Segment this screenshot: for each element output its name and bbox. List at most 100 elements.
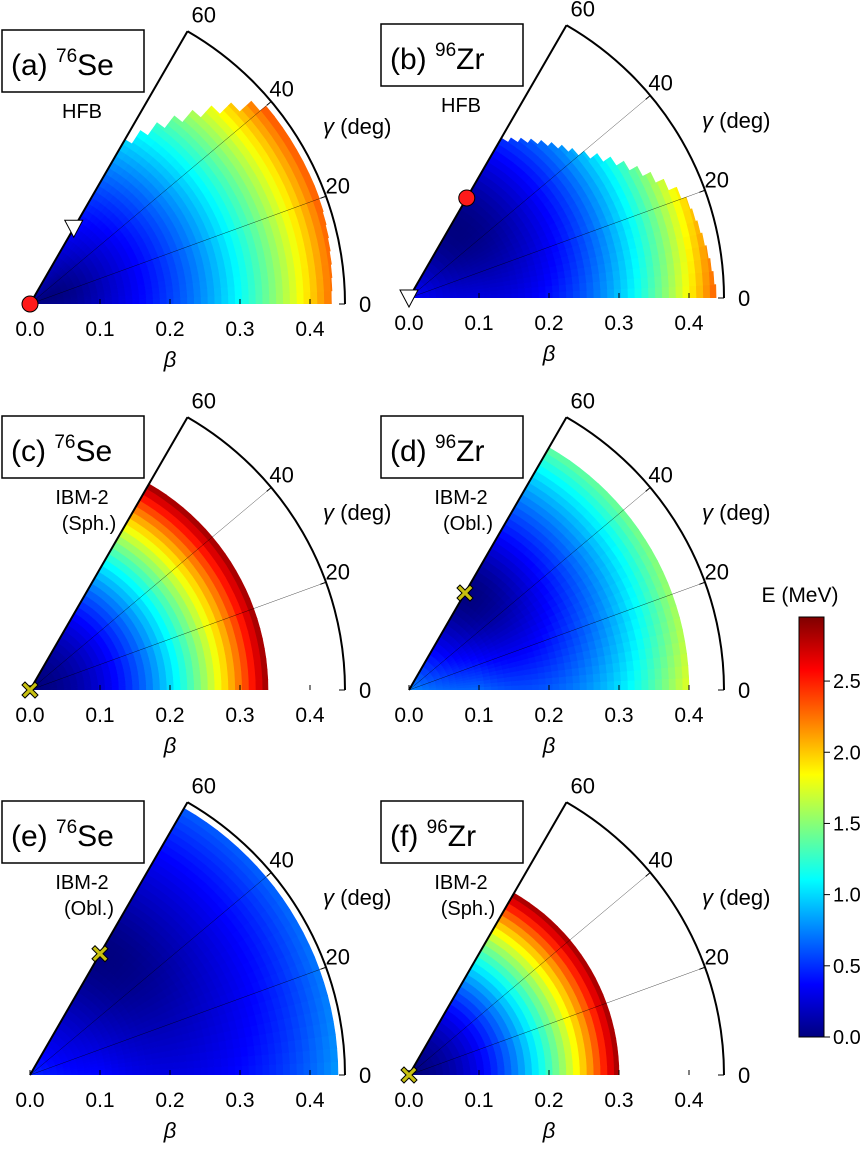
- panel-a-xtick-label: 0.3: [225, 318, 254, 341]
- panel-a: 0.0 0.1 0.2 0.3 0.4 β 0 20 40 60 γ (deg) (a) 76Se HF…: [1, 2, 391, 372]
- panel-c-title: (c) 76Se: [1, 415, 145, 479]
- panel-d-method-label: IBM-2: [434, 487, 487, 509]
- panel-c-gamma-tick-label: 20: [326, 560, 350, 585]
- panel-c-xtick-label: 0.3: [225, 704, 254, 727]
- panel-f-gamma-tick: [563, 801, 567, 808]
- panel-d-energy-surface: [409, 447, 690, 690]
- panel-a-xtick-label: 0.2: [155, 318, 184, 341]
- panel-c-xtick-label: 0.2: [155, 704, 184, 727]
- panel-f-method-label: IBM-2: [434, 872, 487, 894]
- panel-f-xlabel: β: [542, 1118, 556, 1143]
- panel-b-xtick-label: 0.0: [394, 312, 423, 335]
- panel-b-gamma-tick: [563, 24, 567, 31]
- svg-text:(b) 96Zr: (b) 96Zr: [390, 40, 484, 76]
- panel-e-xtick-label: 0.2: [155, 1089, 184, 1112]
- panel-e-gamma-tick: [266, 872, 272, 877]
- panel-d-xtick-label: 0.1: [464, 704, 493, 727]
- panel-f-gamma-tick: [645, 872, 651, 877]
- panel-f-xtick-label: 0.2: [534, 1089, 563, 1112]
- panel-c-gamma-tick: [266, 487, 272, 492]
- panel-e-method-label: (Obl.): [64, 898, 114, 920]
- panel-e-xtick-label: 0.0: [15, 1089, 44, 1112]
- panel-f-method-label: (Sph.): [441, 898, 495, 920]
- panel-f-energy-surface: [409, 892, 620, 1075]
- panel-c-xlabel: β: [163, 733, 177, 758]
- panel-a-gridline: [29, 101, 272, 305]
- panel-f-xtick-label: 0.3: [604, 1089, 633, 1112]
- panel-e-gamma-tick: [184, 801, 188, 808]
- panel-b-saddle-marker: [399, 289, 419, 309]
- panel-b-ylabel: γ (deg): [702, 108, 770, 133]
- panel-d-gamma-tick-label: 20: [705, 560, 729, 585]
- panel-c-gamma-tick-label: 40: [269, 462, 293, 487]
- panel-f-ylabel: γ (deg): [702, 885, 770, 910]
- panel-c: 0.0 0.1 0.2 0.3 0.4 β 0 20 40 60 γ (deg) (c) 76Se IB…: [1, 388, 391, 758]
- panel-d: 0.0 0.1 0.2 0.3 0.4 β 0 20 40 60 γ (deg) (d) 96Zr IB…: [380, 388, 770, 758]
- panel-b-energy-surface: [409, 137, 717, 299]
- panel-a-gamma-tick: [184, 30, 188, 37]
- svg-text:(a) 76Se: (a) 76Se: [11, 46, 114, 82]
- panel-b-title: (b) 96Zr: [380, 23, 524, 87]
- panel-a-title: (a) 76Se: [1, 29, 145, 93]
- panel-d-method-label: (Obl.): [443, 513, 493, 535]
- panel-e-minimum-marker: [91, 945, 109, 963]
- panel-b-method-label: HFB: [441, 95, 481, 117]
- panel-c-method-label: (Sph.): [62, 513, 116, 535]
- panel-f-xtick-label: 0.4: [674, 1089, 704, 1112]
- panel-d-gridline: [408, 582, 706, 691]
- panel-b-gamma-tick: [699, 189, 706, 193]
- panel-f-gamma60-edge: [408, 801, 568, 1076]
- panel-a-method-label: HFB: [62, 101, 102, 123]
- panel-a-gamma-tick: [320, 195, 327, 199]
- panel-d-xtick-label: 0.4: [674, 704, 704, 727]
- panel-e-gamma-tick-label: 60: [192, 773, 216, 798]
- panel-d-xtick-label: 0.0: [394, 704, 423, 727]
- colorbar-tick-label: 0.0: [833, 1027, 861, 1049]
- panel-c-gamma-tick-label: 60: [192, 388, 216, 413]
- panel-d-ylabel: γ (deg): [702, 500, 770, 525]
- panel-f-gamma-tick-label: 40: [648, 847, 672, 872]
- panel-a-energy-surface: [30, 100, 333, 305]
- panel-f-title: (f) 96Zr: [380, 800, 524, 864]
- panel-c-gamma-tick-label: 0: [359, 678, 371, 703]
- panel-b-xtick-label: 0.3: [604, 312, 633, 335]
- panel-a-gamma60-edge: [29, 30, 189, 305]
- panel-d-gamma-tick-label: 40: [648, 462, 672, 487]
- panel-e-outer-arc: [186, 801, 346, 1076]
- panel-f-gridline: [408, 872, 651, 1076]
- panel-f-gridline: [408, 967, 706, 1076]
- panel-e-ylabel: γ (deg): [323, 885, 391, 910]
- panel-a-gamma-tick-label: 20: [326, 174, 350, 199]
- panel-e-gridline: [29, 967, 327, 1076]
- colorbar-label: E (MeV): [761, 584, 838, 607]
- svg-text:(d) 96Zr: (d) 96Zr: [390, 432, 484, 468]
- panel-c-minimum-marker: [21, 681, 39, 699]
- panel-b-minimum-marker: [458, 189, 476, 207]
- panel-b-gamma-tick-label: 40: [648, 70, 672, 95]
- panel-f-gamma-tick: [699, 966, 706, 970]
- panel-b-gridline: [408, 95, 651, 299]
- panel-a-gamma-tick-label: 0: [359, 292, 371, 317]
- panel-a-gamma-tick: [266, 101, 272, 106]
- panel-c-xtick-label: 0.1: [85, 704, 114, 727]
- panel-a-xtick-label: 0.1: [85, 318, 114, 341]
- panel-f-outer-arc: [565, 801, 725, 1076]
- panel-c-xtick-label: 0.4: [295, 704, 325, 727]
- panel-a-gridline: [29, 196, 327, 305]
- panel-e-gamma60-edge: [29, 801, 189, 1076]
- panel-b-xtick-label: 0.1: [464, 312, 493, 335]
- panel-b-gridline: [408, 190, 706, 299]
- panel-b-gamma60-edge: [408, 24, 568, 299]
- panel-c-method-label: IBM-2: [55, 487, 108, 509]
- panel-e-gamma-tick: [320, 966, 327, 970]
- panel-d-gamma-tick: [563, 416, 567, 423]
- panel-c-gamma-tick: [320, 581, 327, 585]
- colorbar-tick-label: 1.5: [833, 813, 861, 835]
- panel-f-gamma-tick-label: 20: [705, 945, 729, 970]
- panel-b-xtick-label: 0.2: [534, 312, 563, 335]
- panel-b-outer-arc: [565, 24, 725, 299]
- panel-e-title: (e) 76Se: [1, 800, 145, 864]
- panel-c-xtick-label: 0.0: [15, 704, 44, 727]
- panel-d-xlabel: β: [542, 733, 556, 758]
